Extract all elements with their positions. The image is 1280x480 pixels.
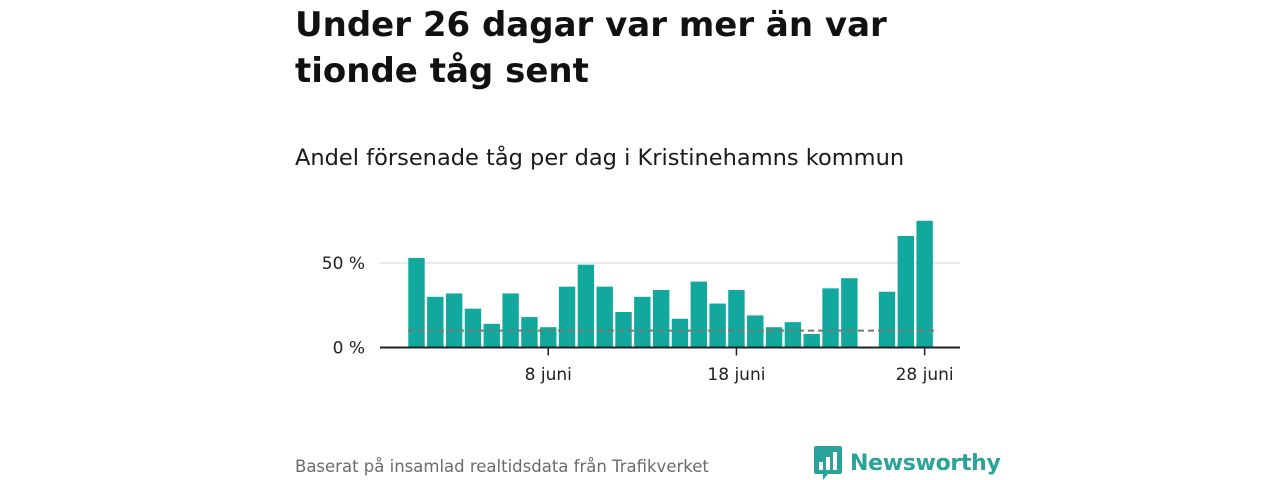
bar: [596, 286, 613, 348]
bar: [502, 293, 519, 348]
x-tick-label: 28 juni: [896, 365, 954, 385]
bar: [728, 290, 745, 348]
source-note: Baserat på insamlad realtidsdata från Tr…: [295, 457, 709, 476]
brand-logo: Newsworthy: [814, 446, 1001, 480]
newsworthy-logo-icon: [814, 446, 842, 480]
bar: [671, 318, 689, 348]
bar: [841, 278, 858, 348]
brand-name: Newsworthy: [850, 450, 1001, 476]
bar: [521, 317, 538, 348]
chart-title: Under 26 dagar var mer än var tionde tåg…: [295, 5, 887, 91]
bar: [464, 308, 482, 348]
y-tick-label: 50 %: [322, 254, 365, 274]
bar: [652, 290, 670, 348]
bar: [765, 327, 783, 348]
bar: [709, 303, 726, 348]
bar: [427, 296, 444, 348]
bar: [784, 322, 802, 348]
bar: [558, 286, 576, 348]
bar: [916, 220, 933, 348]
bar: [577, 264, 595, 348]
bar: [822, 288, 839, 348]
y-tick-label: 0 %: [333, 339, 365, 359]
x-tick-label: 8 juni: [525, 365, 572, 385]
bar: [634, 296, 651, 348]
bar: [540, 327, 557, 348]
bar: [897, 235, 915, 348]
bar: [408, 257, 425, 348]
bar: [803, 333, 820, 348]
chart-subtitle: Andel försenade tåg per dag i Kristineha…: [295, 145, 905, 171]
bar: [878, 291, 896, 348]
x-tick-label: 18 juni: [707, 365, 765, 385]
bar: [445, 293, 463, 348]
bar: [747, 315, 764, 348]
bar: [690, 281, 707, 348]
bar: [483, 323, 500, 348]
